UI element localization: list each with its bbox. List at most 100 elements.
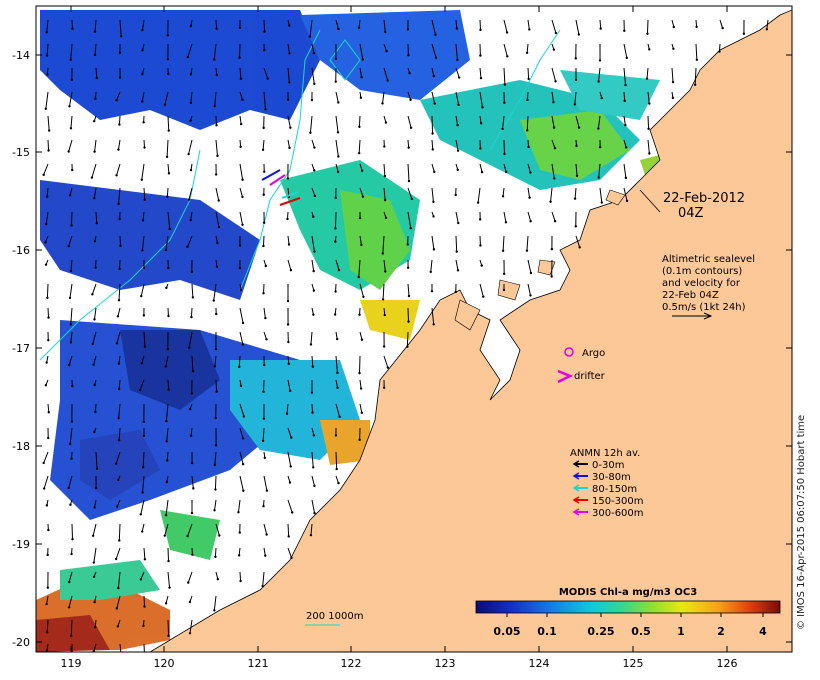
velocity-arrow [167, 211, 171, 230]
velocity-arrow [575, 115, 580, 128]
velocity-arrow [479, 283, 484, 297]
anmn-label: 300-600m [592, 508, 644, 519]
velocity-arrow [310, 523, 313, 536]
velocity-arrow [431, 43, 437, 58]
velocity-arrow-head [261, 439, 265, 443]
velocity-arrow-head [310, 98, 314, 102]
velocity-arrow [167, 571, 171, 588]
velocity-arrow-head [117, 362, 121, 365]
velocity-arrow-head [407, 320, 410, 323]
velocity-arrow [503, 163, 507, 172]
velocity-arrow-head [504, 221, 508, 224]
velocity-arrow-head [143, 558, 147, 561]
velocity-arrow [335, 451, 338, 470]
velocity-arrow-head [335, 467, 338, 471]
time-label: 04Z [678, 206, 704, 221]
velocity-arrow-head [456, 168, 459, 172]
velocity-arrow-head [44, 263, 48, 266]
velocity-arrow-head [167, 72, 170, 76]
velocity-arrow [238, 355, 241, 367]
velocity-arrow-head [288, 52, 291, 55]
velocity-arrow [141, 19, 145, 31]
longitude-axis: 119 120 121 122 123 124 125 126 [61, 6, 738, 670]
velocity-arrow [46, 283, 49, 298]
velocity-arrow-head [68, 442, 72, 446]
velocity-arrow-head [262, 221, 266, 224]
velocity-arrow-head [47, 316, 50, 319]
velocity-arrow [335, 379, 339, 388]
velocity-arrow-head [361, 58, 365, 61]
velocity-arrow [455, 115, 459, 126]
velocity-arrow-head [382, 386, 386, 389]
velocity-arrow-head [47, 528, 50, 532]
velocity-arrow [455, 67, 460, 78]
velocity-arrow-head [501, 195, 505, 198]
lat-label: -20 [12, 636, 30, 649]
velocity-arrow-head [239, 145, 242, 148]
velocity-arrow [116, 595, 121, 609]
velocity-arrow [311, 475, 315, 487]
velocity-arrow-head [262, 363, 266, 367]
velocity-arrow-head [67, 486, 70, 490]
velocity-arrow [239, 331, 244, 345]
velocity-arrow-head [479, 122, 483, 125]
velocity-arrow [502, 187, 505, 197]
velocity-arrow-head [574, 225, 577, 228]
velocity-arrow-head [167, 559, 170, 563]
velocity-arrow [503, 43, 508, 57]
velocity-arrow-head [114, 557, 118, 561]
velocity-arrow [69, 427, 73, 445]
velocity-arrow [287, 379, 291, 392]
velocity-arrow [119, 643, 122, 652]
velocity-arrow [311, 139, 315, 148]
velocity-arrow-head [138, 388, 142, 392]
velocity-arrow [598, 67, 601, 82]
altimetry-contours [39, 29, 561, 626]
velocity-arrow-head [46, 586, 50, 589]
velocity-arrow-head [95, 221, 98, 225]
velocity-arrow [118, 115, 121, 125]
velocity-arrow-head [70, 224, 73, 227]
velocity-arrow-head [457, 103, 460, 107]
velocity-arrow-head [289, 126, 292, 129]
argo-marker [564, 347, 574, 357]
velocity-arrow [526, 235, 529, 251]
velocity-arrow-head [335, 337, 339, 341]
velocity-arrow [215, 571, 219, 580]
velocity-arrow [527, 187, 531, 198]
velocity-arrow-head [286, 217, 289, 221]
velocity-arrow [143, 547, 146, 560]
velocity-arrow [551, 115, 555, 128]
velocity-arrow [45, 91, 49, 109]
velocity-arrow-head [600, 96, 603, 100]
velocity-arrow [68, 235, 73, 247]
velocity-arrow [455, 43, 458, 60]
velocity-arrow-head [217, 225, 221, 229]
velocity-arrow-head [238, 26, 242, 30]
lon-label: 124 [529, 657, 550, 670]
velocity-arrow [239, 211, 244, 225]
velocity-arrow [143, 595, 146, 607]
velocity-arrow [623, 91, 626, 101]
velocity-arrow-head [359, 387, 363, 390]
velocity-arrow-head [550, 275, 553, 278]
velocity-arrow [94, 19, 97, 32]
velocity-arrow-head [311, 365, 315, 368]
velocity-arrow-head [94, 626, 97, 629]
velocity-arrow [263, 379, 265, 392]
velocity-arrow-head [479, 28, 482, 32]
velocity-arrow [70, 259, 73, 271]
velocity-arrow [431, 235, 435, 250]
velocity-arrow [623, 139, 627, 148]
velocity-arrow-head [262, 244, 265, 248]
velocity-arrow-head [45, 504, 49, 507]
velocity-arrow [359, 379, 362, 389]
velocity-arrow [239, 307, 244, 324]
velocity-arrow-head [42, 173, 45, 177]
map-content [36, 6, 792, 652]
velocity-arrow [167, 163, 170, 174]
velocity-arrow-head [45, 31, 48, 34]
velocity-arrow [94, 403, 97, 412]
velocity-arrow [287, 547, 292, 559]
velocity-arrow [335, 475, 339, 484]
